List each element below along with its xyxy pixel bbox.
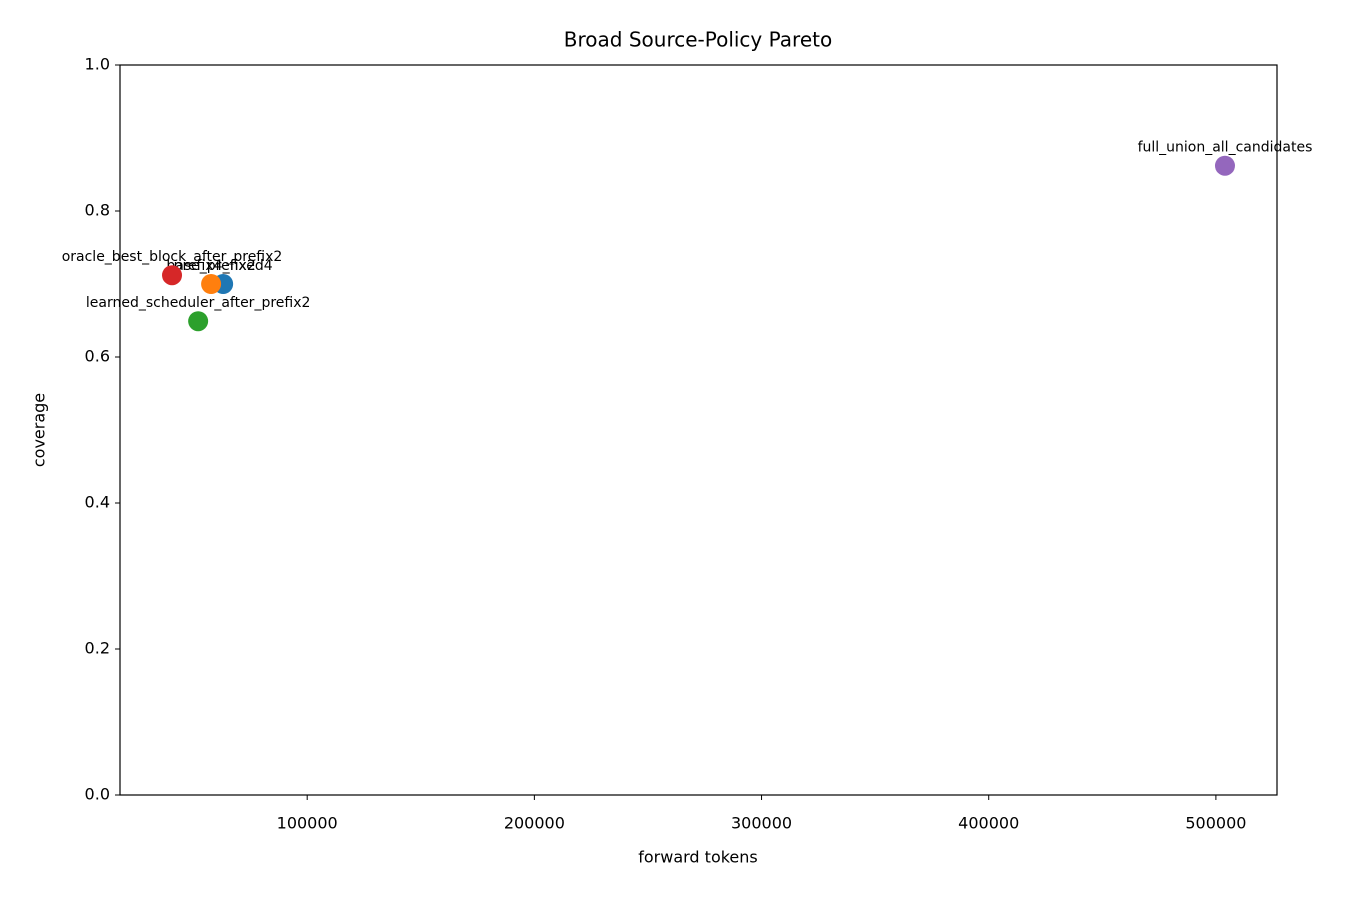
x-tick-label: 200000	[504, 814, 565, 833]
y-tick-label: 1.0	[85, 55, 110, 74]
plot-frame	[119, 64, 1278, 796]
chart-title: Broad Source-Policy Pareto	[564, 28, 832, 52]
point-annotation: oracle_best_block_after_prefix2	[62, 249, 283, 265]
point-annotation: learned_scheduler_after_prefix2	[86, 295, 311, 311]
point	[1214, 155, 1235, 176]
x-axis-label: forward tokens	[638, 848, 758, 867]
point	[162, 265, 183, 286]
point-annotation: prefix4_fixed4	[174, 258, 273, 274]
x-tick-label: 400000	[958, 814, 1019, 833]
point-annotation: base_prefix2	[166, 258, 255, 274]
y-tick-label: 0.0	[85, 785, 110, 804]
x-tick-label: 300000	[731, 814, 792, 833]
point-annotation: full_union_all_candidates	[1138, 140, 1313, 156]
point	[201, 274, 222, 294]
x-tick-label: 500000	[1185, 814, 1246, 833]
x-tick-label: 100000	[277, 814, 338, 833]
y-tick-label: 0.2	[85, 639, 110, 658]
point	[188, 311, 209, 332]
y-tick-label: 0.6	[85, 347, 110, 366]
y-tick-label: 0.8	[85, 201, 110, 220]
y-axis-label: coverage	[30, 393, 49, 467]
y-tick-label: 0.4	[85, 493, 110, 512]
